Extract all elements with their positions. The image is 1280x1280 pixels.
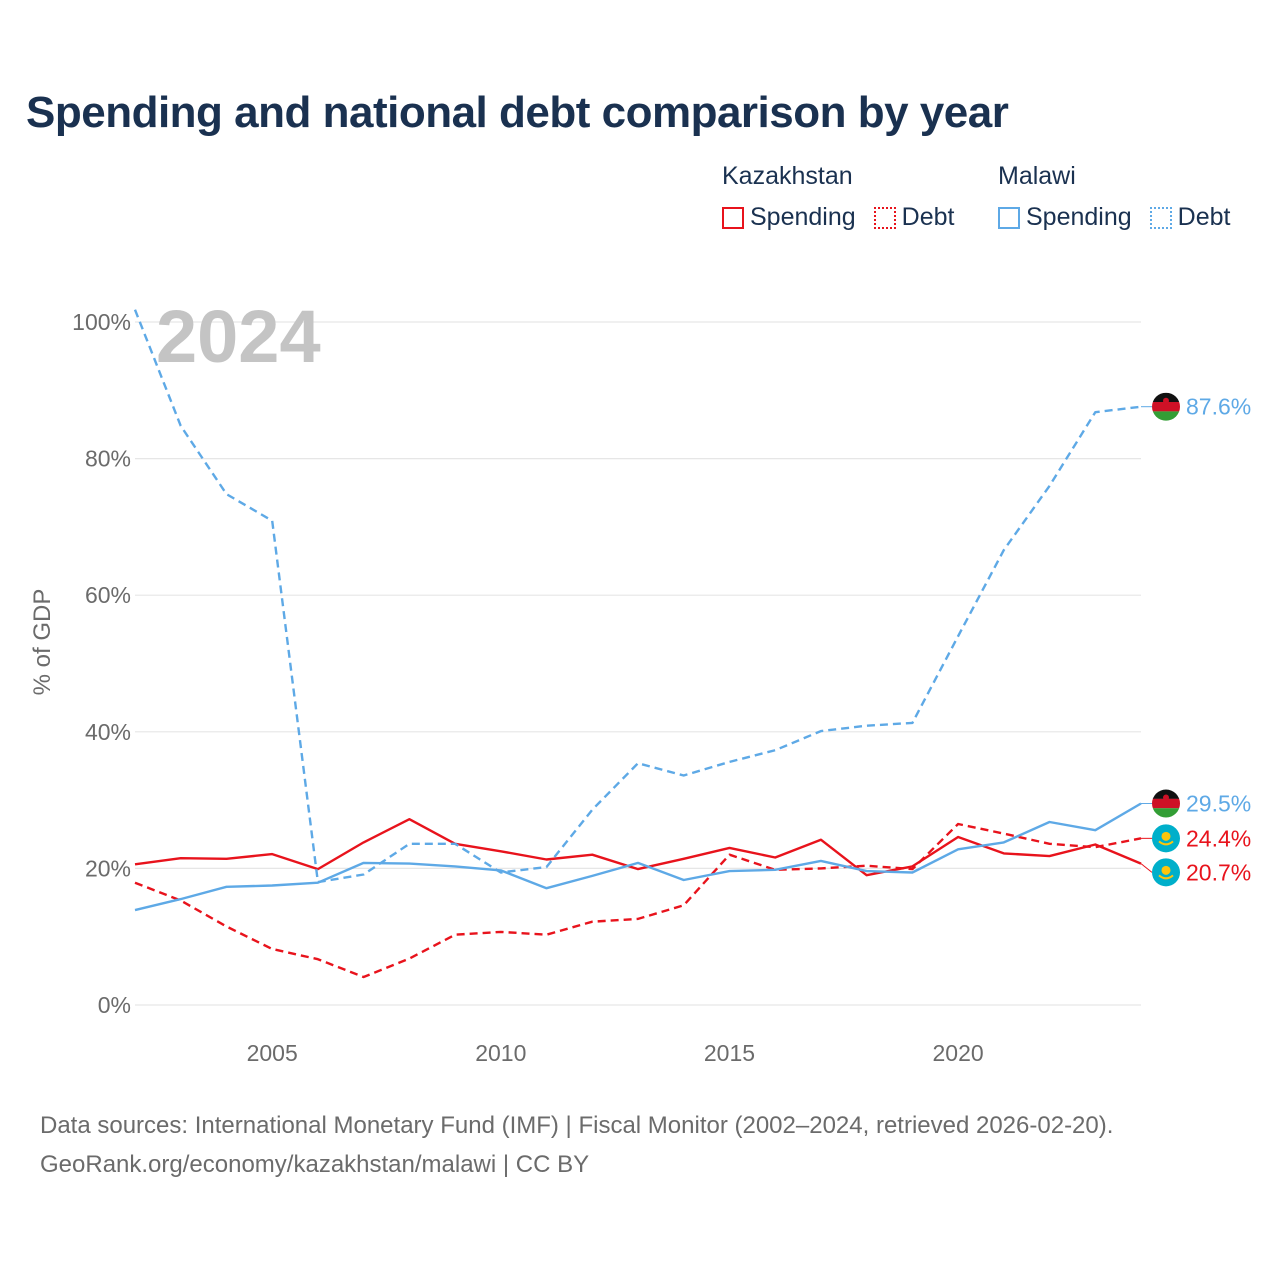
x-tick-label: 2015 xyxy=(704,1040,755,1066)
end-label-connector xyxy=(1140,863,1153,873)
y-tick-label: 20% xyxy=(85,855,131,881)
end-label-value: 29.5% xyxy=(1186,791,1251,817)
end-label-value: 20.7% xyxy=(1186,859,1251,885)
legend-label-kazakhstan-debt[interactable]: Debt xyxy=(901,203,955,231)
kazakhstan-flag-icon xyxy=(1152,858,1180,887)
footer-attribution[interactable]: GeoRank.org/economy/kazakhstan/malawi | … xyxy=(40,1151,590,1178)
legend-label-kazakhstan-spending[interactable]: Spending xyxy=(750,203,856,231)
series-line-malawi-spending[interactable] xyxy=(134,802,1142,912)
legend-swatch-malawi-debt xyxy=(1149,206,1172,229)
x-axis-ticks: 2005 2010 2015 2020 xyxy=(247,1040,984,1066)
legend-country-kazakhstan: Kazakhstan xyxy=(722,162,853,190)
legend-country-malawi: Malawi xyxy=(998,162,1076,190)
y-tick-label: 40% xyxy=(85,719,131,745)
end-label-value: 24.4% xyxy=(1186,825,1251,851)
gridlines xyxy=(135,321,1141,1006)
legend-group-kazakhstan: Kazakhstan Spending Debt xyxy=(722,162,954,232)
legend-group-malawi: Malawi Spending Debt xyxy=(998,162,1230,232)
footer-sources: Data sources: International Monetary Fun… xyxy=(40,1112,1114,1139)
x-tick-label: 2005 xyxy=(247,1040,298,1066)
x-tick-label: 2020 xyxy=(933,1040,984,1066)
legend-swatch-kazakhstan-debt xyxy=(873,206,896,229)
end-label-malawi-spending: 29.5% xyxy=(1141,789,1251,818)
series-line-kazakhstan-spending[interactable] xyxy=(134,818,1142,877)
x-tick-label: 2010 xyxy=(475,1040,526,1066)
chart-title: Spending and national debt comparison by… xyxy=(26,88,1009,137)
malawi-flag-icon xyxy=(1152,789,1180,818)
y-axis-ticks: 0% 20% 40% 60% 80% 100% xyxy=(72,309,131,1018)
y-tick-label: 60% xyxy=(85,582,131,608)
malawi-flag-icon xyxy=(1152,392,1180,421)
end-label-value: 87.6% xyxy=(1186,394,1251,420)
end-label-kazakhstan-spending: 20.7% xyxy=(1140,858,1251,887)
series-line-malawi-debt[interactable] xyxy=(133,309,1142,884)
y-tick-label: 100% xyxy=(72,309,131,335)
legend-swatch-kazakhstan-spending xyxy=(722,206,744,229)
year-watermark: 2024 xyxy=(156,295,321,378)
end-label-kazakhstan-debt: 24.4% xyxy=(1141,824,1251,853)
series-lines xyxy=(133,309,1142,979)
kazakhstan-flag-icon xyxy=(1152,824,1180,853)
y-tick-label: 0% xyxy=(98,992,131,1018)
series-line-kazakhstan-debt[interactable] xyxy=(134,822,1142,979)
line-chart: 0% 20% 40% 60% 80% 100% 2005 2010 2015 2020 2024… xyxy=(29,295,1251,1066)
end-label-malawi-debt: 87.6% xyxy=(1141,392,1251,421)
legend-label-malawi-spending[interactable]: Spending xyxy=(1026,203,1132,231)
end-labels: 87.6% 29.5% 24.4% 20.7% xyxy=(1140,392,1251,887)
y-tick-label: 80% xyxy=(85,446,131,472)
legend-label-malawi-debt[interactable]: Debt xyxy=(1177,203,1231,231)
y-axis-label: % of GDP xyxy=(29,589,56,696)
footer: Data sources: International Monetary Fun… xyxy=(40,1106,1113,1184)
legend-swatch-malawi-spending xyxy=(998,206,1020,229)
